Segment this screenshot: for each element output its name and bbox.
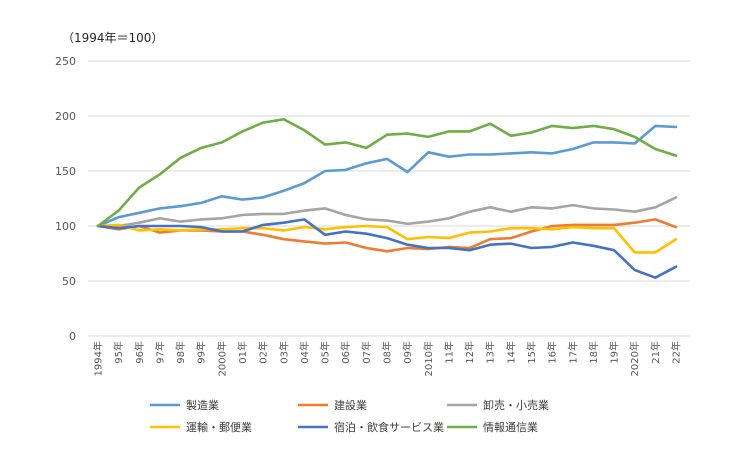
x-tick-label: 18年 xyxy=(587,341,600,364)
series-line-1 xyxy=(96,218,678,253)
x-tick-label: 17年 xyxy=(566,341,579,364)
x-tick-label: 06年 xyxy=(339,341,352,364)
x-tick-label: 2010年 xyxy=(422,341,435,376)
x-axis: 1994年 95年 96年 97年 98年 99年 2000年 01年 02年 03年 04年 05年… xyxy=(92,341,683,376)
legend-label: 運輸・郵便業 xyxy=(186,420,252,434)
x-tick-label: 01年 xyxy=(236,341,249,364)
series-line-5 xyxy=(96,118,678,228)
series-line-4 xyxy=(96,218,678,280)
x-tick-label: 02年 xyxy=(257,341,270,364)
series-line-0 xyxy=(96,124,678,228)
gridlines xyxy=(88,60,690,337)
x-tick-label: 03年 xyxy=(277,341,290,364)
y-tick-label: 150 xyxy=(55,165,76,178)
x-tick-label: 98年 xyxy=(174,341,187,364)
x-tick-label: 1994年 xyxy=(92,341,105,376)
x-tick-label: 2020年 xyxy=(628,341,641,376)
y-tick-label: 100 xyxy=(55,220,76,233)
x-tick-label: 96年 xyxy=(133,341,146,364)
x-tick-label: 13年 xyxy=(484,341,497,364)
x-tick-label: 16年 xyxy=(546,341,559,364)
series-lines xyxy=(96,118,678,280)
x-tick-label: 12年 xyxy=(463,341,476,364)
x-tick-label: 19年 xyxy=(608,341,621,364)
x-tick-label: 2000年 xyxy=(215,341,228,376)
x-tick-label: 04年 xyxy=(298,341,311,364)
x-tick-label: 22年 xyxy=(670,341,683,364)
y-tick-label: 50 xyxy=(62,275,76,288)
x-tick-label: 99年 xyxy=(195,341,208,364)
series-line-3 xyxy=(96,223,678,254)
legend-label: 情報通信業 xyxy=(483,421,538,434)
x-tick-label: 95年 xyxy=(112,341,125,364)
y-tick-label: 200 xyxy=(55,110,76,123)
series-line-2 xyxy=(96,196,678,228)
x-tick-label: 11年 xyxy=(442,341,455,364)
x-tick-label: 14年 xyxy=(504,341,517,364)
x-tick-label: 09年 xyxy=(401,341,414,364)
unit-label: （1994年＝100） xyxy=(62,31,163,45)
x-tick-label: 15年 xyxy=(525,341,538,364)
y-axis: 0 50 100 150 200 250 xyxy=(55,55,76,343)
x-tick-label: 07年 xyxy=(360,341,373,364)
legend-label: 卸売・小売業 xyxy=(483,398,549,412)
x-tick-label: 21年 xyxy=(649,341,662,364)
legend-label: 建設業 xyxy=(334,398,367,412)
y-tick-label: 250 xyxy=(55,55,76,68)
x-tick-label: 08年 xyxy=(381,341,394,364)
legend-label: 宿泊・飲食サービス業 xyxy=(334,420,444,434)
x-tick-label: 05年 xyxy=(319,341,332,364)
legend-label: 製造業 xyxy=(186,398,219,412)
x-tick-label: 97年 xyxy=(153,341,166,364)
y-tick-label: 0 xyxy=(69,330,76,343)
